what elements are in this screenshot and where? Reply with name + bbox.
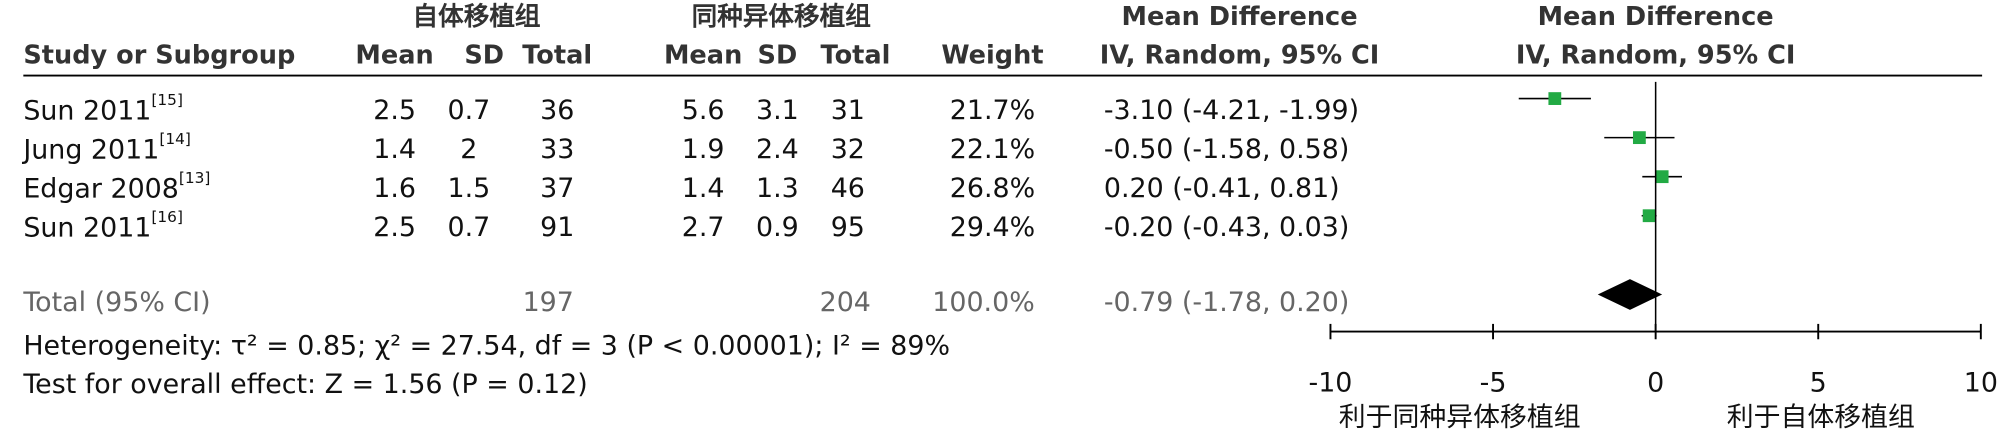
md-header: Mean Difference <box>1538 2 1774 32</box>
x-tick-label: -5 <box>1480 368 1507 399</box>
total-diamond <box>1597 279 1663 310</box>
overall-effect: Test for overall effect: Z = 1.56 (P = 0… <box>22 369 587 400</box>
cell-sd2: 0.9 <box>756 212 799 243</box>
cell-m2: 1.4 <box>682 173 725 204</box>
cell-n1: 36 <box>540 95 574 126</box>
study-name: Jung 2011[14] <box>21 129 191 165</box>
ci-label: -3.10 (-4.21, -1.99) <box>1104 95 1359 126</box>
cell-m1: 2.5 <box>373 95 416 126</box>
total-ci-label: -0.79 (-1.78, 0.20) <box>1104 287 1350 318</box>
cell-sd1: 0.7 <box>447 212 490 243</box>
md-header: Mean Difference <box>1122 2 1358 32</box>
cell-m1: 1.4 <box>373 134 416 165</box>
effect-square <box>1632 131 1646 145</box>
group-header: 同种异体移植组 <box>692 1 871 32</box>
study-name: Sun 2011[15] <box>23 90 183 126</box>
cell-weight: 29.4% <box>950 212 1035 243</box>
column-header: IV, Random, 95% CI <box>1100 40 1380 70</box>
x-axis-label: 利于同种异体移植组 <box>1339 402 1581 433</box>
study-ref: [15] <box>151 90 183 108</box>
cell-sd1: 2 <box>460 134 477 165</box>
cell-weight: 26.8% <box>950 173 1035 204</box>
total-n1: 197 <box>523 287 574 318</box>
total-weight: 100.0% <box>932 287 1034 318</box>
cell-n2: 46 <box>831 173 865 204</box>
x-tick-label: -10 <box>1309 368 1353 399</box>
ci-label: -0.50 (-1.58, 0.58) <box>1104 134 1350 165</box>
column-header: IV, Random, 95% CI <box>1516 40 1796 70</box>
cell-m2: 2.7 <box>682 212 725 243</box>
study-ref: [14] <box>159 129 191 147</box>
cell-sd2: 3.1 <box>756 95 799 126</box>
effect-square <box>1548 92 1562 105</box>
column-header: Total <box>821 40 891 70</box>
cell-m1: 2.5 <box>373 212 416 243</box>
cell-n1: 91 <box>540 212 574 243</box>
effect-square <box>1642 209 1656 223</box>
column-header: Weight <box>941 40 1043 70</box>
cell-sd2: 1.3 <box>756 173 799 204</box>
study-name-text: Sun 2011 <box>23 212 151 243</box>
column-header: SD <box>758 40 798 70</box>
x-tick-label: 10 <box>1964 368 1998 399</box>
heterogeneity: Heterogeneity: τ² = 0.85; χ² = 27.54, df… <box>23 330 950 361</box>
study-ref: [16] <box>151 208 183 226</box>
cell-m2: 5.6 <box>682 95 725 126</box>
column-header: SD <box>464 40 504 70</box>
cell-n1: 33 <box>540 134 574 165</box>
column-header: Study or Subgroup <box>23 40 295 70</box>
column-header: Mean <box>664 40 742 70</box>
study-ref: [13] <box>179 168 211 186</box>
study-name-text: Edgar 2008 <box>23 173 179 204</box>
total-n2: 204 <box>820 287 871 318</box>
cell-sd2: 2.4 <box>756 134 799 165</box>
effect-square <box>1655 170 1669 184</box>
study-name: Sun 2011[16] <box>23 208 183 244</box>
cell-n2: 32 <box>831 134 865 165</box>
total-name: Total (95% CI) <box>22 287 210 318</box>
ci-label: -0.20 (-0.43, 0.03) <box>1104 212 1350 243</box>
ci-label: 0.20 (-0.41, 0.81) <box>1104 173 1340 204</box>
cell-n1: 37 <box>540 173 574 204</box>
x-tick-label: 5 <box>1810 368 1827 399</box>
cell-weight: 22.1% <box>950 134 1035 165</box>
cell-n2: 31 <box>831 95 865 126</box>
cell-sd1: 0.7 <box>447 95 490 126</box>
cell-sd1: 1.5 <box>447 173 490 204</box>
cell-m1: 1.6 <box>373 173 416 204</box>
cell-weight: 21.7% <box>950 95 1035 126</box>
study-name-text: Sun 2011 <box>23 95 151 126</box>
cell-n2: 95 <box>831 212 865 243</box>
column-header: Total <box>522 40 592 70</box>
x-tick-label: 0 <box>1647 368 1664 399</box>
x-axis-label: 利于自体移植组 <box>1727 402 1915 433</box>
column-header: Mean <box>355 40 433 70</box>
group-header: 自体移植组 <box>413 1 541 32</box>
study-name-text: Jung 2011 <box>21 134 159 165</box>
study-name: Edgar 2008[13] <box>23 168 210 204</box>
cell-m2: 1.9 <box>682 134 725 165</box>
